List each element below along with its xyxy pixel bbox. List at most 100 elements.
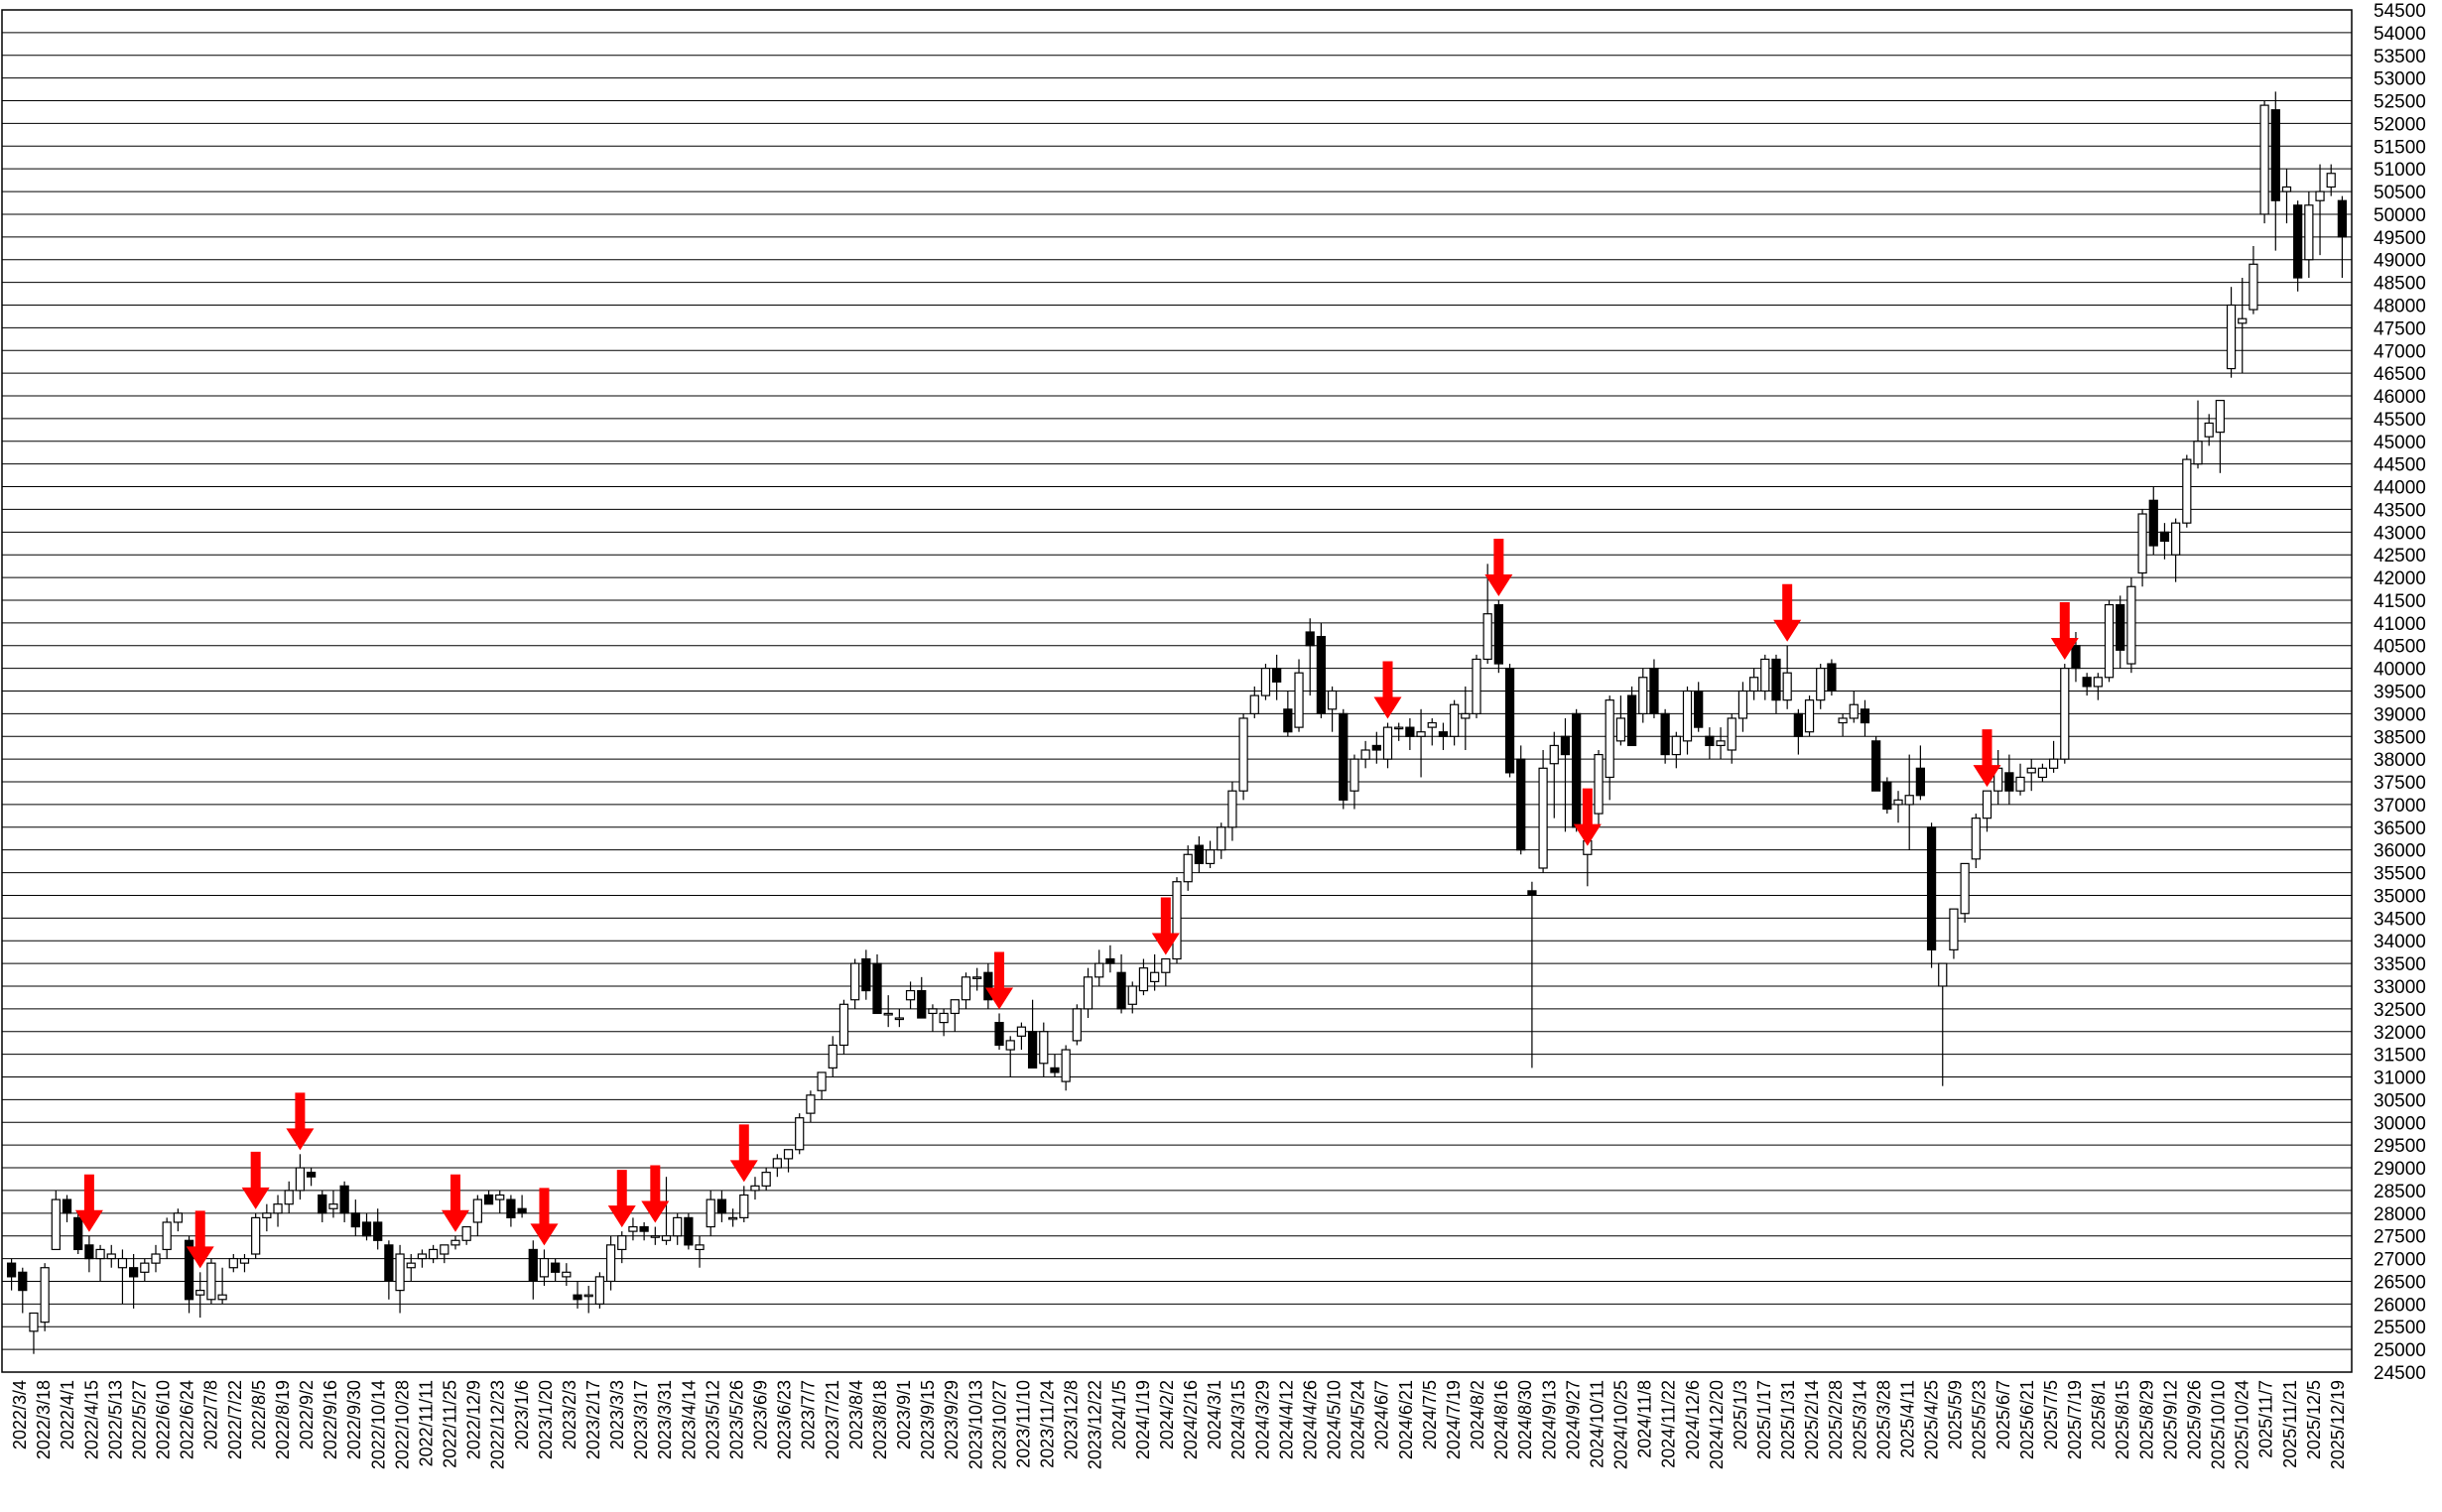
candle-up bbox=[2215, 399, 2226, 434]
candle-up bbox=[1615, 717, 1626, 742]
x-tick-label: 2024/11/22 bbox=[1659, 1380, 1679, 1468]
candle-down bbox=[573, 1294, 582, 1301]
candle-up bbox=[1960, 862, 1970, 915]
candle-down bbox=[1516, 758, 1526, 851]
candle-down bbox=[917, 989, 927, 1019]
candle-up bbox=[961, 976, 971, 1001]
candle-up bbox=[151, 1253, 161, 1264]
candle-up bbox=[284, 1190, 294, 1205]
candle-up bbox=[40, 1267, 50, 1323]
candle-up bbox=[1161, 957, 1171, 973]
y-tick-label: 44500 bbox=[2374, 455, 2426, 476]
x-tick-label: 2025/3/28 bbox=[1873, 1380, 1893, 1459]
candle-up bbox=[2326, 173, 2336, 189]
x-tick-label: 2022/12/9 bbox=[464, 1380, 484, 1459]
y-tick-label: 48000 bbox=[2374, 296, 2426, 316]
candle-up bbox=[1938, 962, 1948, 987]
candle-up bbox=[1138, 967, 1149, 992]
x-tick-label: 2025/12/19 bbox=[2328, 1380, 2348, 1469]
candle-up bbox=[772, 1158, 782, 1169]
candle-up bbox=[628, 1225, 638, 1232]
candle-up bbox=[2315, 190, 2325, 201]
x-tick-label: 2023/7/21 bbox=[823, 1380, 842, 1459]
x-tick-label: 2022/8/19 bbox=[273, 1380, 293, 1459]
x-tick-label: 2025/10/24 bbox=[2233, 1380, 2252, 1469]
y-tick-label: 44000 bbox=[2374, 478, 2426, 499]
candle-up bbox=[1183, 853, 1193, 883]
y-tick-label: 34000 bbox=[2374, 932, 2426, 952]
candle-down bbox=[2116, 603, 2125, 651]
candle-down bbox=[1316, 635, 1327, 714]
candle-down bbox=[1660, 712, 1670, 756]
x-tick-label: 2023/5/12 bbox=[703, 1380, 722, 1459]
x-tick-label: 2022/10/28 bbox=[392, 1380, 412, 1469]
y-tick-label: 31500 bbox=[2374, 1046, 2426, 1067]
x-tick-label: 2023/3/3 bbox=[607, 1380, 627, 1449]
candle-up bbox=[1150, 971, 1160, 983]
y-tick-label: 28000 bbox=[2374, 1204, 2426, 1225]
candle-up bbox=[2193, 441, 2203, 465]
x-tick-label: 2025/1/3 bbox=[1731, 1380, 1750, 1449]
x-tick-label: 2025/12/5 bbox=[2304, 1380, 2324, 1459]
candle-up bbox=[417, 1253, 428, 1260]
candle-up bbox=[440, 1244, 450, 1255]
x-tick-label: 2022/11/25 bbox=[441, 1380, 460, 1468]
candle-up bbox=[1538, 767, 1548, 869]
y-tick-label: 37000 bbox=[2374, 796, 2426, 817]
x-tick-label: 2023/4/14 bbox=[679, 1380, 699, 1459]
candle-up bbox=[661, 1235, 672, 1241]
candle-down bbox=[1527, 890, 1537, 897]
x-tick-label: 2022/9/2 bbox=[297, 1380, 317, 1449]
candle-up bbox=[1238, 717, 1248, 792]
candle-up bbox=[783, 1149, 794, 1160]
candle-up bbox=[2104, 603, 2115, 679]
x-tick-label: 2024/8/30 bbox=[1515, 1380, 1535, 1459]
candle-down bbox=[1560, 735, 1571, 756]
candle-up bbox=[1605, 699, 1614, 779]
candle-down bbox=[2071, 645, 2081, 670]
candle-up bbox=[1249, 694, 1259, 714]
x-tick-label: 2025/3/14 bbox=[1850, 1380, 1869, 1459]
x-tick-label: 2022/6/24 bbox=[178, 1380, 197, 1459]
candle-up bbox=[1039, 1031, 1049, 1065]
y-tick-label: 52500 bbox=[2374, 92, 2426, 113]
candle-up bbox=[2304, 204, 2314, 261]
x-tick-label: 2024/7/5 bbox=[1420, 1380, 1440, 1449]
signal-arrow bbox=[985, 951, 1014, 1010]
candle-up bbox=[806, 1094, 816, 1114]
candle-up bbox=[328, 1203, 338, 1209]
candle-down bbox=[517, 1207, 527, 1214]
y-tick-label: 46000 bbox=[2374, 387, 2426, 408]
candle-up bbox=[761, 1172, 771, 1187]
candle-up bbox=[1893, 799, 1903, 806]
candle-up bbox=[117, 1257, 128, 1269]
x-tick-label: 2025/4/25 bbox=[1922, 1380, 1942, 1459]
candle-up bbox=[1782, 672, 1792, 701]
y-tick-label: 34500 bbox=[2374, 909, 2426, 930]
x-tick-label: 2024/5/10 bbox=[1325, 1380, 1345, 1459]
x-tick-label: 2025/2/14 bbox=[1802, 1380, 1822, 1459]
x-tick-label: 2025/8/15 bbox=[2113, 1380, 2132, 1459]
candle-down bbox=[1572, 712, 1582, 828]
y-tick-label: 25000 bbox=[2374, 1340, 2426, 1361]
y-tick-label: 47500 bbox=[2374, 318, 2426, 339]
y-tick-label: 33500 bbox=[2374, 954, 2426, 975]
candle-down bbox=[1626, 694, 1637, 747]
candle-up bbox=[1727, 717, 1736, 751]
x-tick-label: 2022/5/27 bbox=[129, 1380, 149, 1459]
x-tick-label: 2023/12/22 bbox=[1086, 1380, 1105, 1469]
y-tick-label: 51000 bbox=[2374, 160, 2426, 181]
candle-down bbox=[1371, 744, 1381, 751]
y-tick-label: 38000 bbox=[2374, 750, 2426, 771]
candle-up bbox=[1061, 1049, 1071, 1082]
candle-up bbox=[939, 1012, 949, 1024]
candle-down bbox=[1050, 1067, 1060, 1073]
candle-up bbox=[972, 976, 982, 979]
candle-up bbox=[950, 999, 960, 1015]
candle-down bbox=[2159, 531, 2170, 543]
candle-up bbox=[617, 1235, 627, 1251]
y-tick-label: 50500 bbox=[2374, 183, 2426, 203]
candle-down bbox=[6, 1262, 17, 1278]
candle-down bbox=[1793, 712, 1803, 737]
